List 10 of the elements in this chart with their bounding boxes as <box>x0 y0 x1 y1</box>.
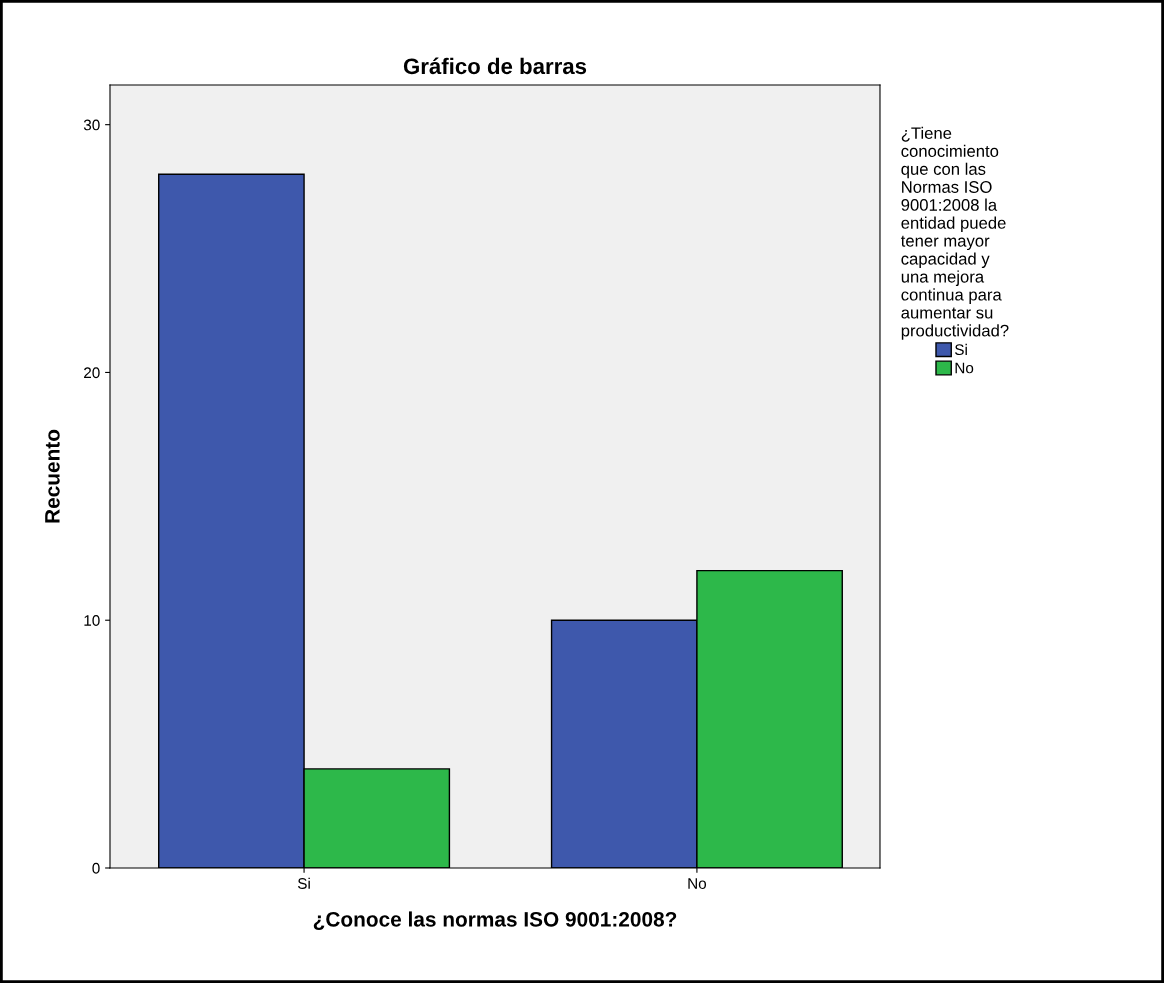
y-tick-label: 10 <box>84 615 100 626</box>
y-tick-label: 20 <box>84 367 100 379</box>
y-tick-label: 30 <box>83 119 100 131</box>
legend-label: Si <box>955 343 967 356</box>
legend-label: No <box>955 362 974 374</box>
y-axis-title: Recuento <box>45 429 60 523</box>
chart-title: Gráfico de barras <box>403 57 587 75</box>
y-tick-label: 0 <box>92 862 100 874</box>
text: ¿Tiene conocimiento que con las Normas ISO 9001:2008 la entidad puede tener mayor capacidad y una mejora continua para aumentar su productividad? <box>900 126 1009 340</box>
x-axis-title: ¿Conoce las normas ISO 9001:2008? <box>313 911 677 931</box>
